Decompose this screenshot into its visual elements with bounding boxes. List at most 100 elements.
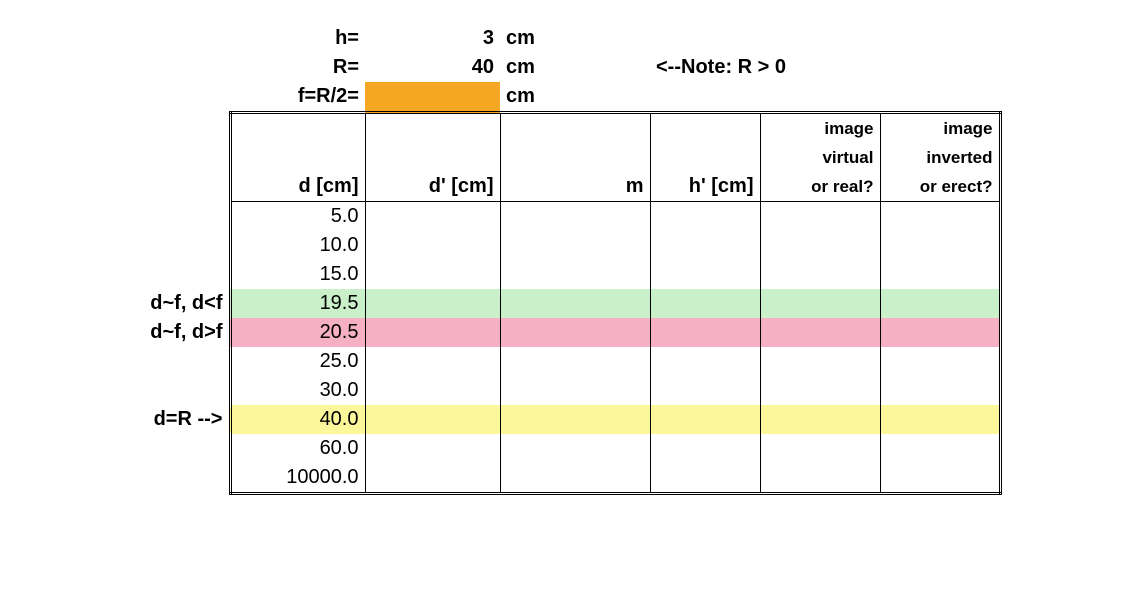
cell-hprime <box>650 434 760 463</box>
cell-dprime <box>365 202 500 232</box>
cell-dprime <box>365 231 500 260</box>
col-header-q2-line0: image <box>920 114 993 143</box>
row-annotation <box>0 463 230 494</box>
cell-d: 20.5 <box>230 318 365 347</box>
cell-d: 19.5 <box>230 289 365 318</box>
cell-dprime <box>365 463 500 494</box>
cell-inverted-erect <box>880 260 1000 289</box>
table-row: 25.0 <box>0 347 1000 376</box>
param-row-f: f=R/2= cm <box>0 82 1000 113</box>
col-header-dprime: d' [cm] <box>365 113 500 202</box>
col-header-q1-line0: image <box>811 114 873 143</box>
cell-d: 10.0 <box>230 231 365 260</box>
table-row: 60.0 <box>0 434 1000 463</box>
cell-real-virtual <box>760 434 880 463</box>
cell-real-virtual <box>760 318 880 347</box>
cell-dprime <box>365 434 500 463</box>
col-header-hprime: h' [cm] <box>650 113 760 202</box>
param-R-note: <--Note: R > 0 <box>650 53 1000 82</box>
param-row-h: h= 3 cm <box>0 24 1000 53</box>
cell-m <box>500 231 650 260</box>
table-row: d=R -->40.0 <box>0 405 1000 434</box>
col-header-m: m <box>500 113 650 202</box>
cell-inverted-erect <box>880 463 1000 494</box>
col-header-q2-line1: inverted <box>920 143 993 172</box>
table-row: d~f, d<f19.5 <box>0 289 1000 318</box>
col-header-image-erect: image inverted or erect? <box>880 113 1000 202</box>
cell-hprime <box>650 463 760 494</box>
cell-m <box>500 260 650 289</box>
cell-real-virtual <box>760 405 880 434</box>
cell-m <box>500 347 650 376</box>
cell-d: 5.0 <box>230 202 365 232</box>
cell-real-virtual <box>760 289 880 318</box>
cell-hprime <box>650 231 760 260</box>
cell-inverted-erect <box>880 405 1000 434</box>
param-f-unit: cm <box>500 82 1000 113</box>
param-h-unit: cm <box>500 24 1000 53</box>
row-annotation <box>0 231 230 260</box>
cell-inverted-erect <box>880 202 1000 232</box>
col-header-image-real: image virtual or real? <box>760 113 880 202</box>
cell-hprime <box>650 260 760 289</box>
cell-inverted-erect <box>880 347 1000 376</box>
param-h-value: 3 <box>365 24 500 53</box>
param-row-R: R= 40 cm <--Note: R > 0 <box>0 53 1000 82</box>
table-header-row: d [cm] d' [cm] m h' [cm] image virtual o… <box>0 113 1000 202</box>
cell-hprime <box>650 376 760 405</box>
row-annotation: d=R --> <box>0 405 230 434</box>
cell-dprime <box>365 347 500 376</box>
cell-real-virtual <box>760 202 880 232</box>
optics-spreadsheet: h= 3 cm R= 40 cm <--Note: R > 0 f=R/2= c… <box>0 24 1002 495</box>
table-row: 15.0 <box>0 260 1000 289</box>
cell-hprime <box>650 202 760 232</box>
cell-dprime <box>365 318 500 347</box>
table-row: d~f, d>f20.5 <box>0 318 1000 347</box>
cell-hprime <box>650 405 760 434</box>
row-annotation <box>0 202 230 232</box>
cell-m <box>500 463 650 494</box>
cell-hprime <box>650 347 760 376</box>
col-header-q1-line2: or real? <box>811 172 873 201</box>
cell-d: 10000.0 <box>230 463 365 494</box>
cell-d: 15.0 <box>230 260 365 289</box>
row-annotation <box>0 260 230 289</box>
cell-real-virtual <box>760 347 880 376</box>
cell-m <box>500 376 650 405</box>
table-row: 5.0 <box>0 202 1000 232</box>
table-row: 30.0 <box>0 376 1000 405</box>
cell-d: 30.0 <box>230 376 365 405</box>
cell-dprime <box>365 376 500 405</box>
param-R-unit: cm <box>500 53 650 82</box>
param-f-value[interactable] <box>365 82 500 113</box>
cell-dprime <box>365 405 500 434</box>
param-h-label: h= <box>230 24 365 53</box>
cell-dprime <box>365 260 500 289</box>
col-header-q2-line2: or erect? <box>920 172 993 201</box>
col-header-q1-line1: virtual <box>811 143 873 172</box>
cell-inverted-erect <box>880 231 1000 260</box>
cell-m <box>500 318 650 347</box>
cell-d: 40.0 <box>230 405 365 434</box>
cell-m <box>500 405 650 434</box>
cell-m <box>500 434 650 463</box>
cell-real-virtual <box>760 260 880 289</box>
cell-m <box>500 202 650 232</box>
cell-inverted-erect <box>880 434 1000 463</box>
cell-inverted-erect <box>880 376 1000 405</box>
col-header-d: d [cm] <box>230 113 365 202</box>
cell-d: 25.0 <box>230 347 365 376</box>
cell-inverted-erect <box>880 318 1000 347</box>
param-R-value: 40 <box>365 53 500 82</box>
cell-d: 60.0 <box>230 434 365 463</box>
row-annotation: d~f, d>f <box>0 318 230 347</box>
cell-hprime <box>650 318 760 347</box>
row-annotation <box>0 434 230 463</box>
row-annotation <box>0 376 230 405</box>
cell-dprime <box>365 289 500 318</box>
param-f-label: f=R/2= <box>230 82 365 113</box>
cell-m <box>500 289 650 318</box>
param-R-label: R= <box>230 53 365 82</box>
cell-inverted-erect <box>880 289 1000 318</box>
row-annotation: d~f, d<f <box>0 289 230 318</box>
